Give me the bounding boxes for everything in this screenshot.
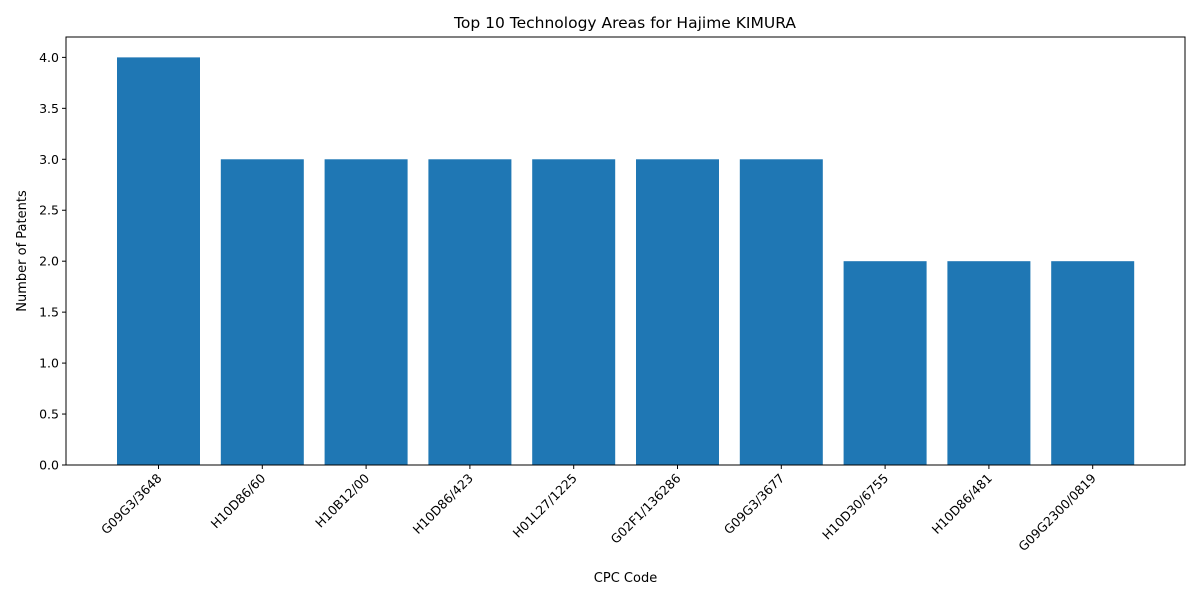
bar [947, 261, 1030, 465]
x-axis: G09G3/3648 H10D86/60 H10B12/00 H10D86/423 H0… [98, 465, 1099, 554]
y-tick-label: 1.0 [39, 356, 59, 371]
y-tick-label: 0.5 [39, 407, 59, 422]
bar [325, 159, 408, 465]
y-axis: 0.0 0.5 1.0 1.5 2.0 2.5 3.0 3.5 4.0 [39, 50, 66, 473]
x-tick-label: H10B12/00 [312, 470, 372, 530]
bar [532, 159, 615, 465]
bar [740, 159, 823, 465]
bar [844, 261, 927, 465]
x-tick-label: G09G3/3648 [98, 470, 165, 537]
x-tick-label: H10D30/6755 [819, 471, 891, 543]
bars-group [117, 57, 1134, 465]
x-tick-label: G09G3/3677 [721, 471, 788, 538]
x-tick-label: G02F1/136286 [607, 470, 683, 546]
x-axis-label: CPC Code [594, 571, 657, 586]
x-tick-label: H10D86/481 [929, 471, 995, 537]
x-tick-label: H10D86/423 [410, 471, 476, 537]
bar [428, 159, 511, 465]
x-tick-label: H10D86/60 [208, 470, 269, 531]
x-tick-label: H01L27/1225 [510, 471, 580, 541]
y-tick-label: 2.0 [39, 254, 59, 269]
chart-title: Top 10 Technology Areas for Hajime KIMUR… [453, 14, 796, 32]
bar [636, 159, 719, 465]
y-tick-label: 1.5 [39, 305, 59, 320]
bar [221, 159, 304, 465]
x-tick-label: G09G2300/0819 [1015, 470, 1099, 554]
y-axis-label: Number of Patents [15, 190, 30, 312]
y-tick-label: 3.5 [39, 101, 59, 116]
bar [1051, 261, 1134, 465]
y-tick-label: 3.0 [39, 152, 59, 167]
bar [117, 57, 200, 465]
y-tick-label: 0.0 [39, 458, 59, 473]
y-tick-label: 2.5 [39, 203, 59, 218]
y-tick-label: 4.0 [39, 50, 59, 65]
